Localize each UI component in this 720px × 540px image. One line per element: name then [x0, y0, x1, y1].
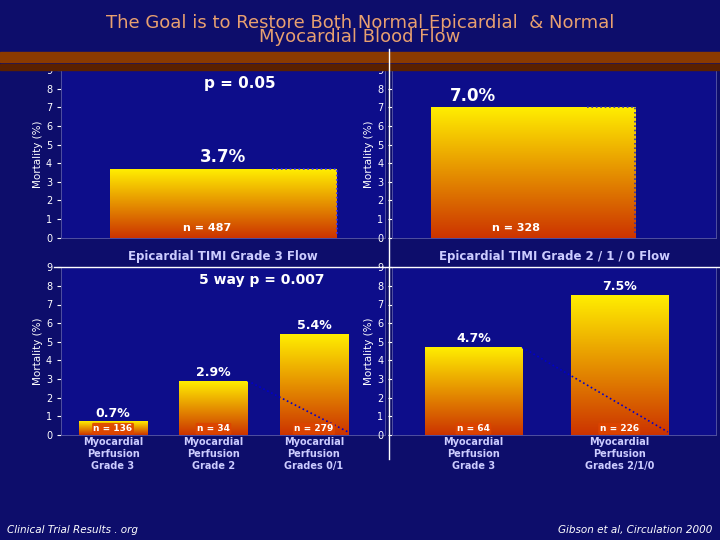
- Text: n = 136: n = 136: [94, 424, 132, 433]
- Y-axis label: Mortality (%): Mortality (%): [33, 120, 43, 187]
- Text: Myocardial
Perfusion
Grade 3: Myocardial Perfusion Grade 3: [444, 437, 503, 470]
- Text: 7.5%: 7.5%: [602, 280, 636, 293]
- Text: 5.4%: 5.4%: [297, 319, 331, 333]
- Text: Epicardial TIMI Grade 2 / 1 / 0 Flow: Epicardial TIMI Grade 2 / 1 / 0 Flow: [439, 251, 670, 264]
- Text: n = 64: n = 64: [457, 424, 490, 433]
- Text: n = 328: n = 328: [492, 223, 539, 233]
- Text: 2.9%: 2.9%: [196, 366, 231, 379]
- Text: n = 34: n = 34: [197, 424, 230, 433]
- Text: p = 0.05: p = 0.05: [204, 76, 275, 91]
- Text: n = 226: n = 226: [600, 424, 639, 433]
- Text: 7.0%: 7.0%: [450, 86, 497, 105]
- Text: Myocardial
Perfusion
Grades 0/1: Myocardial Perfusion Grades 0/1: [284, 437, 344, 470]
- Text: 3.7%: 3.7%: [200, 148, 246, 166]
- Text: n = 279: n = 279: [294, 424, 333, 433]
- Text: 5 way p = 0.007: 5 way p = 0.007: [199, 273, 325, 287]
- Text: n = 487: n = 487: [183, 223, 231, 233]
- Text: Myocardial Blood Flow: Myocardial Blood Flow: [259, 28, 461, 46]
- Text: 4.7%: 4.7%: [456, 333, 491, 346]
- Y-axis label: Mortality (%): Mortality (%): [364, 120, 374, 187]
- Y-axis label: Mortality (%): Mortality (%): [33, 317, 43, 384]
- Text: Clinical Trial Results . org: Clinical Trial Results . org: [7, 524, 138, 535]
- Y-axis label: Mortality (%): Mortality (%): [364, 317, 374, 384]
- Text: Myocardial
Perfusion
Grade 2: Myocardial Perfusion Grade 2: [184, 437, 243, 470]
- Text: Gibson et al, Circulation 2000: Gibson et al, Circulation 2000: [559, 524, 713, 535]
- Text: 0.7%: 0.7%: [96, 407, 130, 420]
- Text: Myocardial
Perfusion
Grades 2/1/0: Myocardial Perfusion Grades 2/1/0: [585, 437, 654, 470]
- Text: Myocardial
Perfusion
Grade 3: Myocardial Perfusion Grade 3: [83, 437, 143, 470]
- Text: Epicardial TIMI Grade 3 Flow: Epicardial TIMI Grade 3 Flow: [128, 251, 318, 264]
- Text: The Goal is to Restore Both Normal Epicardial  & Normal: The Goal is to Restore Both Normal Epica…: [106, 14, 614, 31]
